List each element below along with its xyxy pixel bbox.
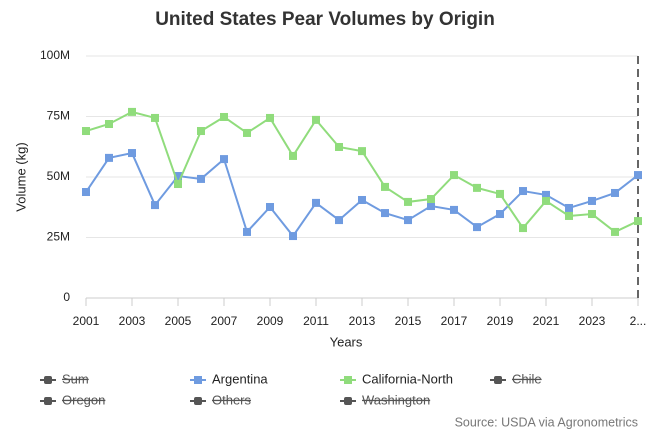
legend-symbol — [344, 397, 352, 405]
data-point — [611, 188, 619, 197]
data-point — [220, 155, 228, 164]
legend-item[interactable]: Chile — [512, 371, 542, 386]
data-point — [542, 196, 550, 205]
x-tick-label: 2... — [630, 314, 647, 328]
data-point — [634, 171, 642, 180]
x-axis-label: Years — [330, 334, 363, 349]
data-point — [519, 187, 527, 196]
y-tick-label: 75M — [47, 109, 70, 123]
data-point — [427, 195, 435, 204]
x-tick-label: 2003 — [119, 314, 146, 328]
data-point — [473, 183, 481, 192]
legend-symbol — [194, 397, 202, 405]
x-tick-label: 2023 — [579, 314, 606, 328]
data-point — [496, 189, 504, 198]
y-tick-label: 100M — [40, 48, 70, 62]
y-tick-label: 25M — [47, 230, 70, 244]
legend-item[interactable]: Argentina — [212, 371, 268, 386]
data-point — [105, 120, 113, 129]
data-point — [358, 147, 366, 156]
data-point — [128, 149, 136, 158]
data-point — [243, 128, 251, 137]
data-point — [82, 188, 90, 197]
data-point — [128, 107, 136, 116]
data-point — [312, 115, 320, 124]
legend-item[interactable]: Others — [212, 392, 252, 407]
x-tick-label: 2019 — [487, 314, 514, 328]
data-point — [312, 198, 320, 207]
data-point — [151, 113, 159, 122]
data-point — [174, 172, 182, 181]
chart-title: United States Pear Volumes by Origin — [155, 9, 495, 30]
data-point — [220, 112, 228, 121]
data-point — [634, 217, 642, 226]
series-line — [85, 151, 639, 238]
data-point — [82, 127, 90, 136]
data-point — [473, 223, 481, 232]
data-point — [289, 232, 297, 241]
data-point — [565, 211, 573, 220]
y-tick-label: 0 — [63, 290, 70, 304]
data-point — [565, 203, 573, 212]
data-point — [243, 227, 251, 236]
x-tick-label: 2013 — [349, 314, 376, 328]
series-line — [85, 110, 639, 234]
x-tick-label: 2021 — [533, 314, 560, 328]
x-tick-label: 2011 — [303, 314, 329, 328]
data-point — [105, 153, 113, 162]
data-point — [358, 195, 366, 204]
data-point — [588, 196, 596, 205]
source: Source: USDA via Agronometrics — [455, 415, 638, 429]
data-point — [174, 180, 182, 189]
x-tick-label: 2005 — [165, 314, 192, 328]
data-point — [542, 190, 550, 199]
data-point — [197, 174, 205, 183]
data-point — [381, 209, 389, 218]
x-tick-label: 2015 — [395, 314, 422, 328]
y-axis-label: Volume (kg) — [13, 142, 28, 211]
data-point — [427, 202, 435, 211]
data-point — [151, 201, 159, 210]
data-point — [450, 205, 458, 214]
data-point — [588, 210, 596, 219]
data-point — [197, 127, 205, 136]
legend-item[interactable]: Oregon — [62, 392, 105, 407]
data-point — [266, 113, 274, 122]
legend-symbol — [44, 397, 52, 405]
data-point — [611, 227, 619, 236]
data-point — [450, 171, 458, 180]
data-point — [404, 197, 412, 206]
legend-symbol — [344, 376, 352, 384]
x-tick-label: 2001 — [73, 314, 100, 328]
data-point — [404, 216, 412, 225]
x-tick-label: 2009 — [257, 314, 284, 328]
data-point — [381, 182, 389, 191]
legend-symbol — [494, 376, 502, 384]
data-point — [496, 210, 504, 219]
legend-symbol — [194, 376, 202, 384]
legend-item[interactable]: Sum — [62, 371, 89, 386]
data-point — [289, 151, 297, 160]
legend-item[interactable]: Washington — [362, 392, 430, 407]
x-tick-label: 2017 — [441, 314, 468, 328]
legend-symbol — [44, 376, 52, 384]
y-tick-label: 50M — [47, 169, 70, 183]
legend-item[interactable]: California-North — [362, 371, 453, 386]
data-point — [335, 142, 343, 151]
data-point — [335, 216, 343, 225]
data-point — [519, 224, 527, 233]
x-tick-label: 2007 — [211, 314, 238, 328]
data-point — [266, 203, 274, 212]
